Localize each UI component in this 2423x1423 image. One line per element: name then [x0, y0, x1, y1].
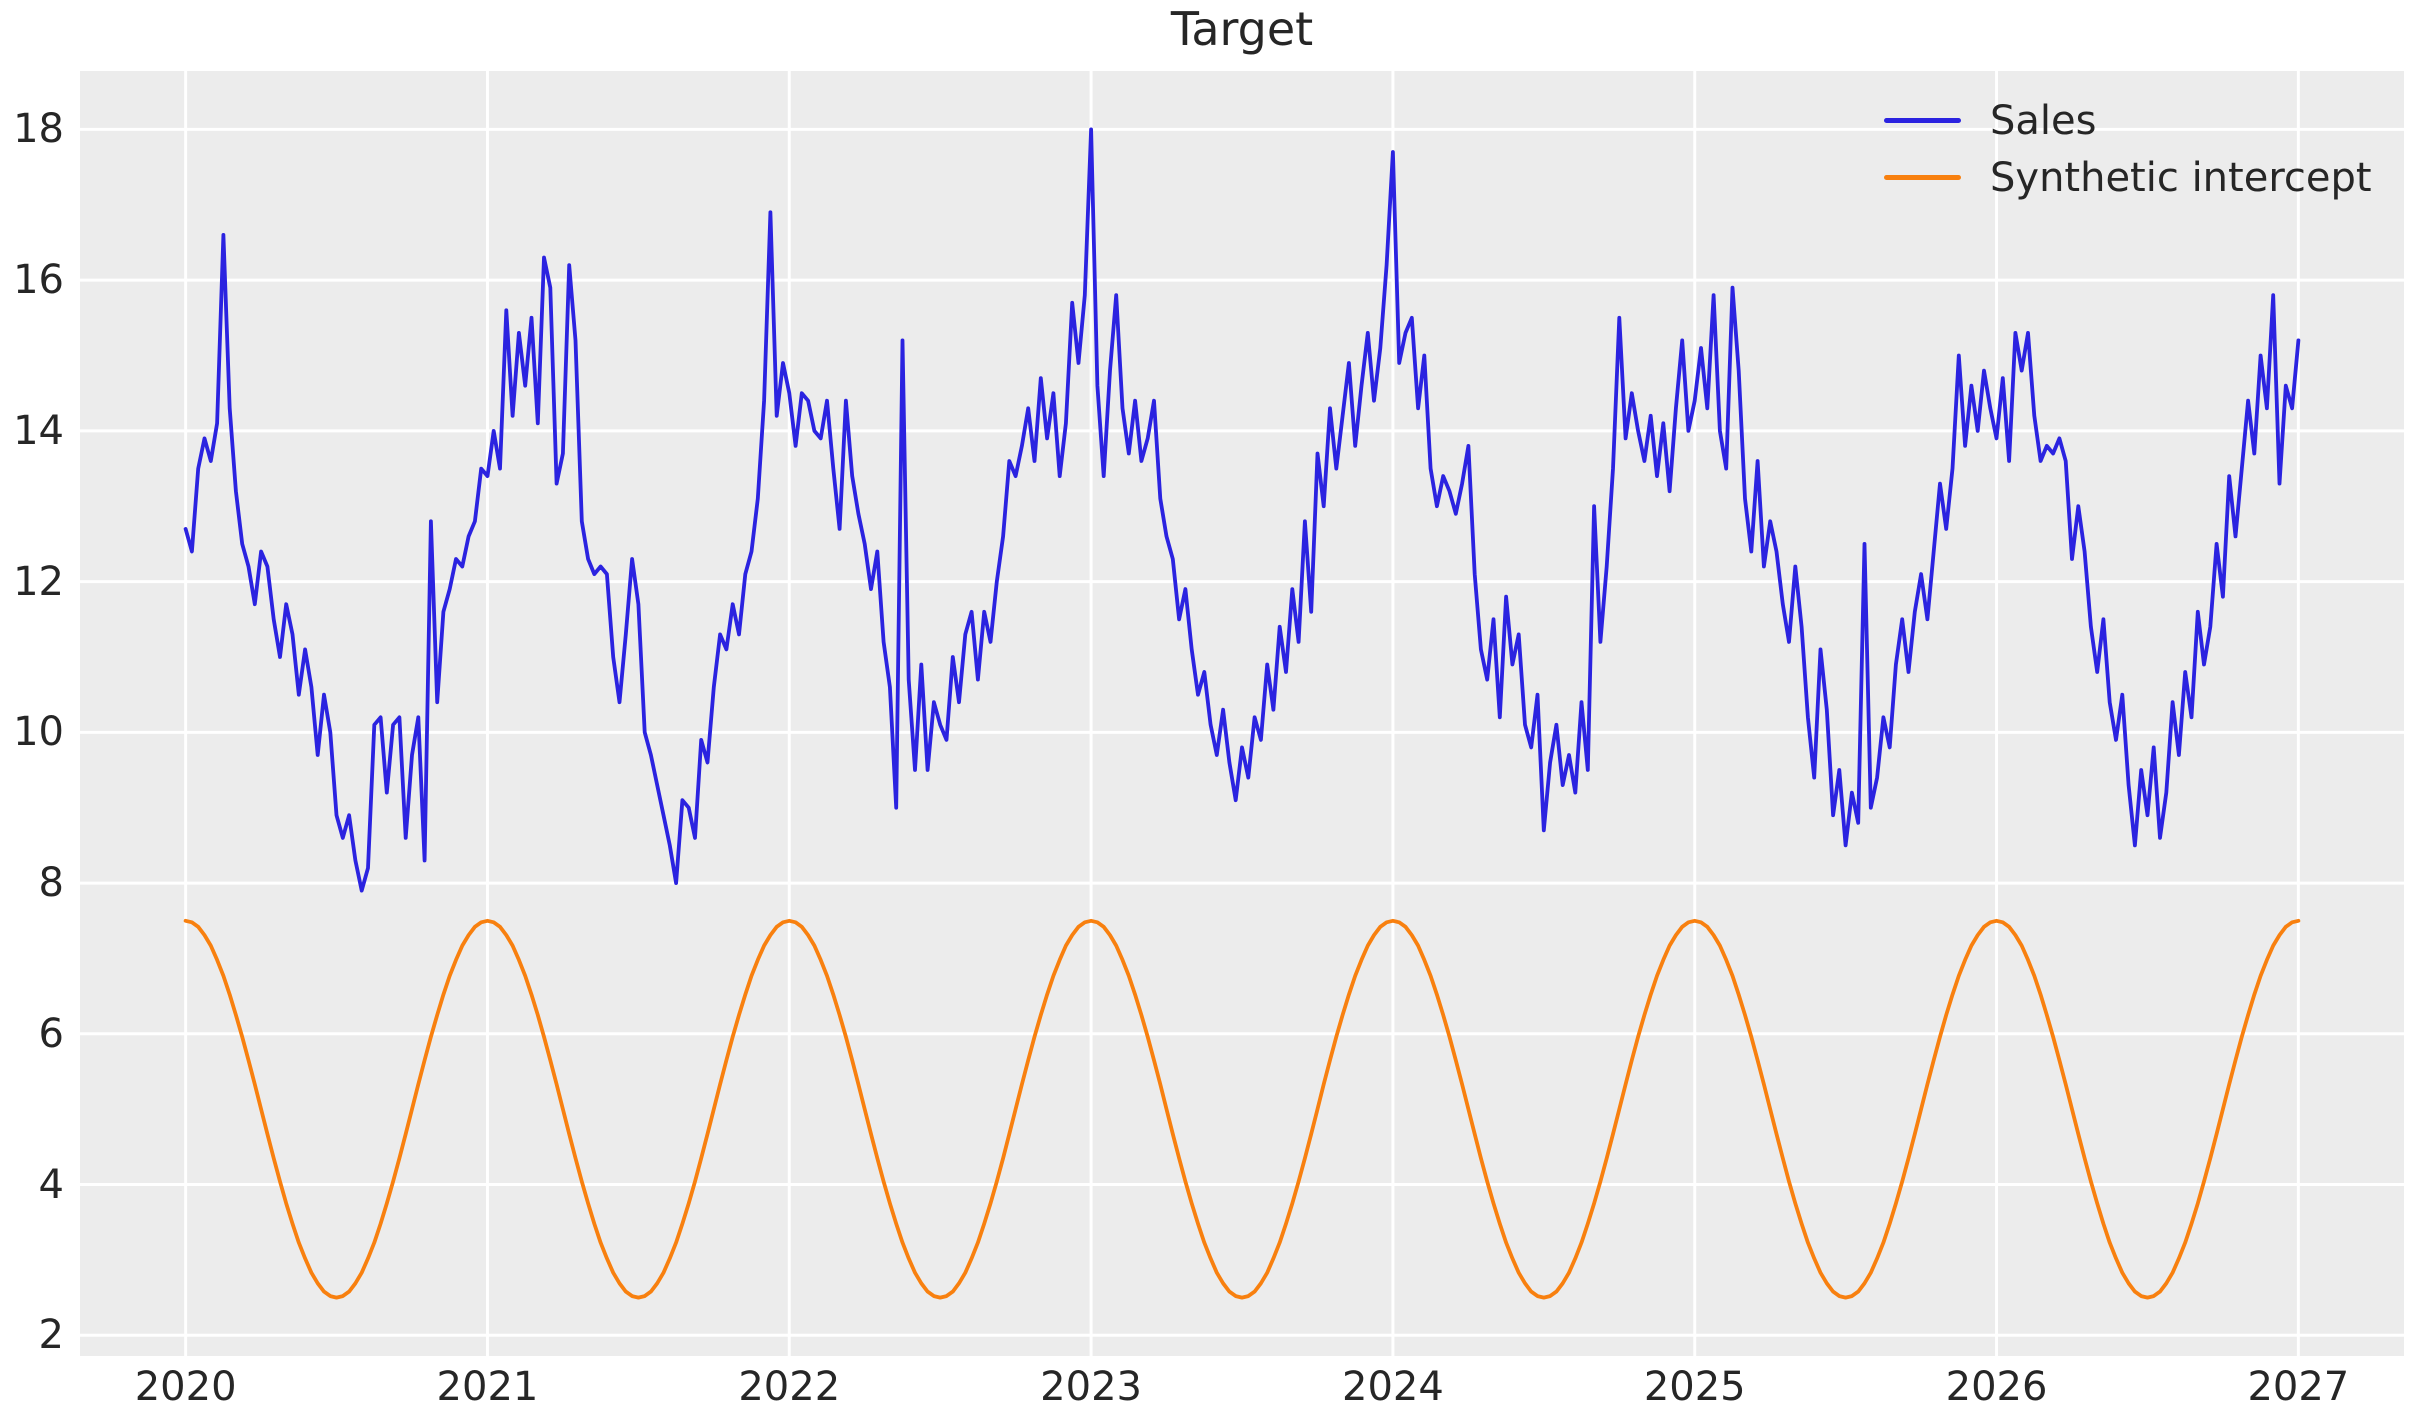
y-tick-label: 8 [38, 860, 64, 907]
y-tick-label: 2 [38, 1312, 64, 1359]
legend-label-sales: Sales [1990, 97, 2097, 144]
plot-background [80, 71, 2404, 1356]
y-tick-label: 4 [38, 1161, 64, 1208]
y-tick-label: 16 [13, 257, 64, 304]
x-tick-label: 2024 [1342, 1364, 1444, 1410]
legend-entry-sales: Sales [1884, 92, 2372, 149]
synthetic-intercept-line-swatch [1884, 175, 1961, 180]
y-tick-label: 18 [13, 106, 64, 153]
series-line-synthetic-intercept [183, 918, 2301, 1300]
legend: Sales Synthetic intercept [1884, 92, 2372, 206]
x-tick-label: 2022 [738, 1364, 841, 1410]
x-tick-label: 2026 [1945, 1364, 2048, 1410]
sales-line-swatch [1884, 118, 1961, 123]
y-tick-label: 6 [38, 1010, 64, 1057]
x-tick-label: 2020 [134, 1364, 237, 1410]
x-tick-label: 2023 [1040, 1364, 1142, 1410]
legend-label-synthetic-intercept: Synthetic intercept [1990, 154, 2372, 201]
series-line-sales [183, 127, 2301, 893]
legend-entry-synthetic-intercept: Synthetic intercept [1884, 149, 2372, 206]
chart-title: Target [1170, 2, 1314, 56]
y-tick-label: 14 [13, 407, 64, 454]
x-tick-label: 2027 [2247, 1364, 2350, 1410]
y-tick-label: 10 [13, 709, 64, 756]
x-tick-label: 2025 [1643, 1364, 1746, 1410]
y-tick-label: 12 [13, 558, 64, 605]
x-tick-label: 2021 [436, 1364, 539, 1410]
